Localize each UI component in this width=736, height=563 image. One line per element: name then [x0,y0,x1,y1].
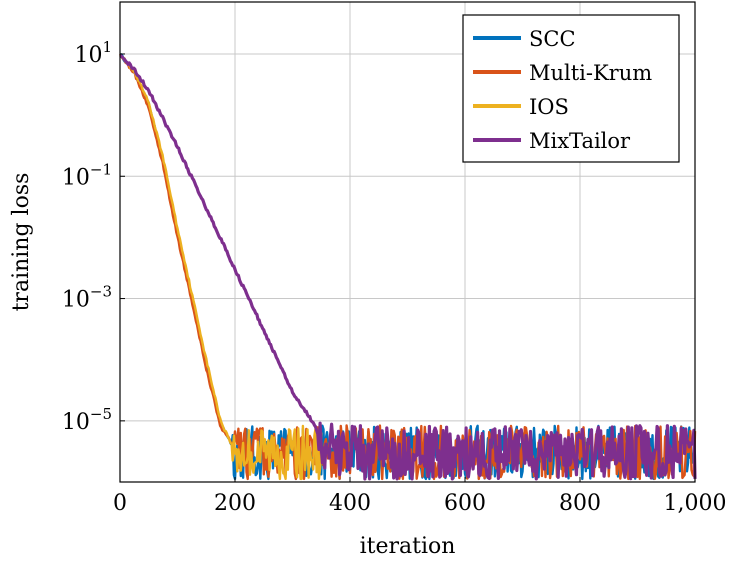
x-tick-label: 400 [329,491,371,516]
legend-label: SCC [529,27,576,51]
y-axis-label: training loss [9,173,34,312]
series-line-mixtailor [119,54,697,481]
y-tick-label: 101 [74,38,112,68]
x-tick-label: 0 [113,491,127,516]
x-tick-label: 1,000 [664,491,727,516]
x-tick-label: 200 [214,491,256,516]
plot-frame [119,1,696,483]
legend-label: MixTailor [529,129,631,153]
y-tick-label: 10−5 [62,405,112,435]
x-tick-label: 600 [444,491,486,516]
series-line-ios [119,54,323,481]
legend: SCC Multi-Krum IOS MixTailor [462,14,680,163]
y-axis-ticks: 101 10−1 10−3 10−5 [62,38,125,435]
y-tick-label: 10−3 [62,283,112,313]
x-axis-ticks: 0 200 400 600 800 1,000 [113,477,726,516]
x-axis-label: iteration [360,534,456,559]
y-tick-label: 10−1 [62,160,112,190]
legend-label: IOS [529,95,569,119]
series-layer [118,53,697,481]
x-tick-label: 800 [559,491,601,516]
legend-label: Multi-Krum [529,61,652,85]
